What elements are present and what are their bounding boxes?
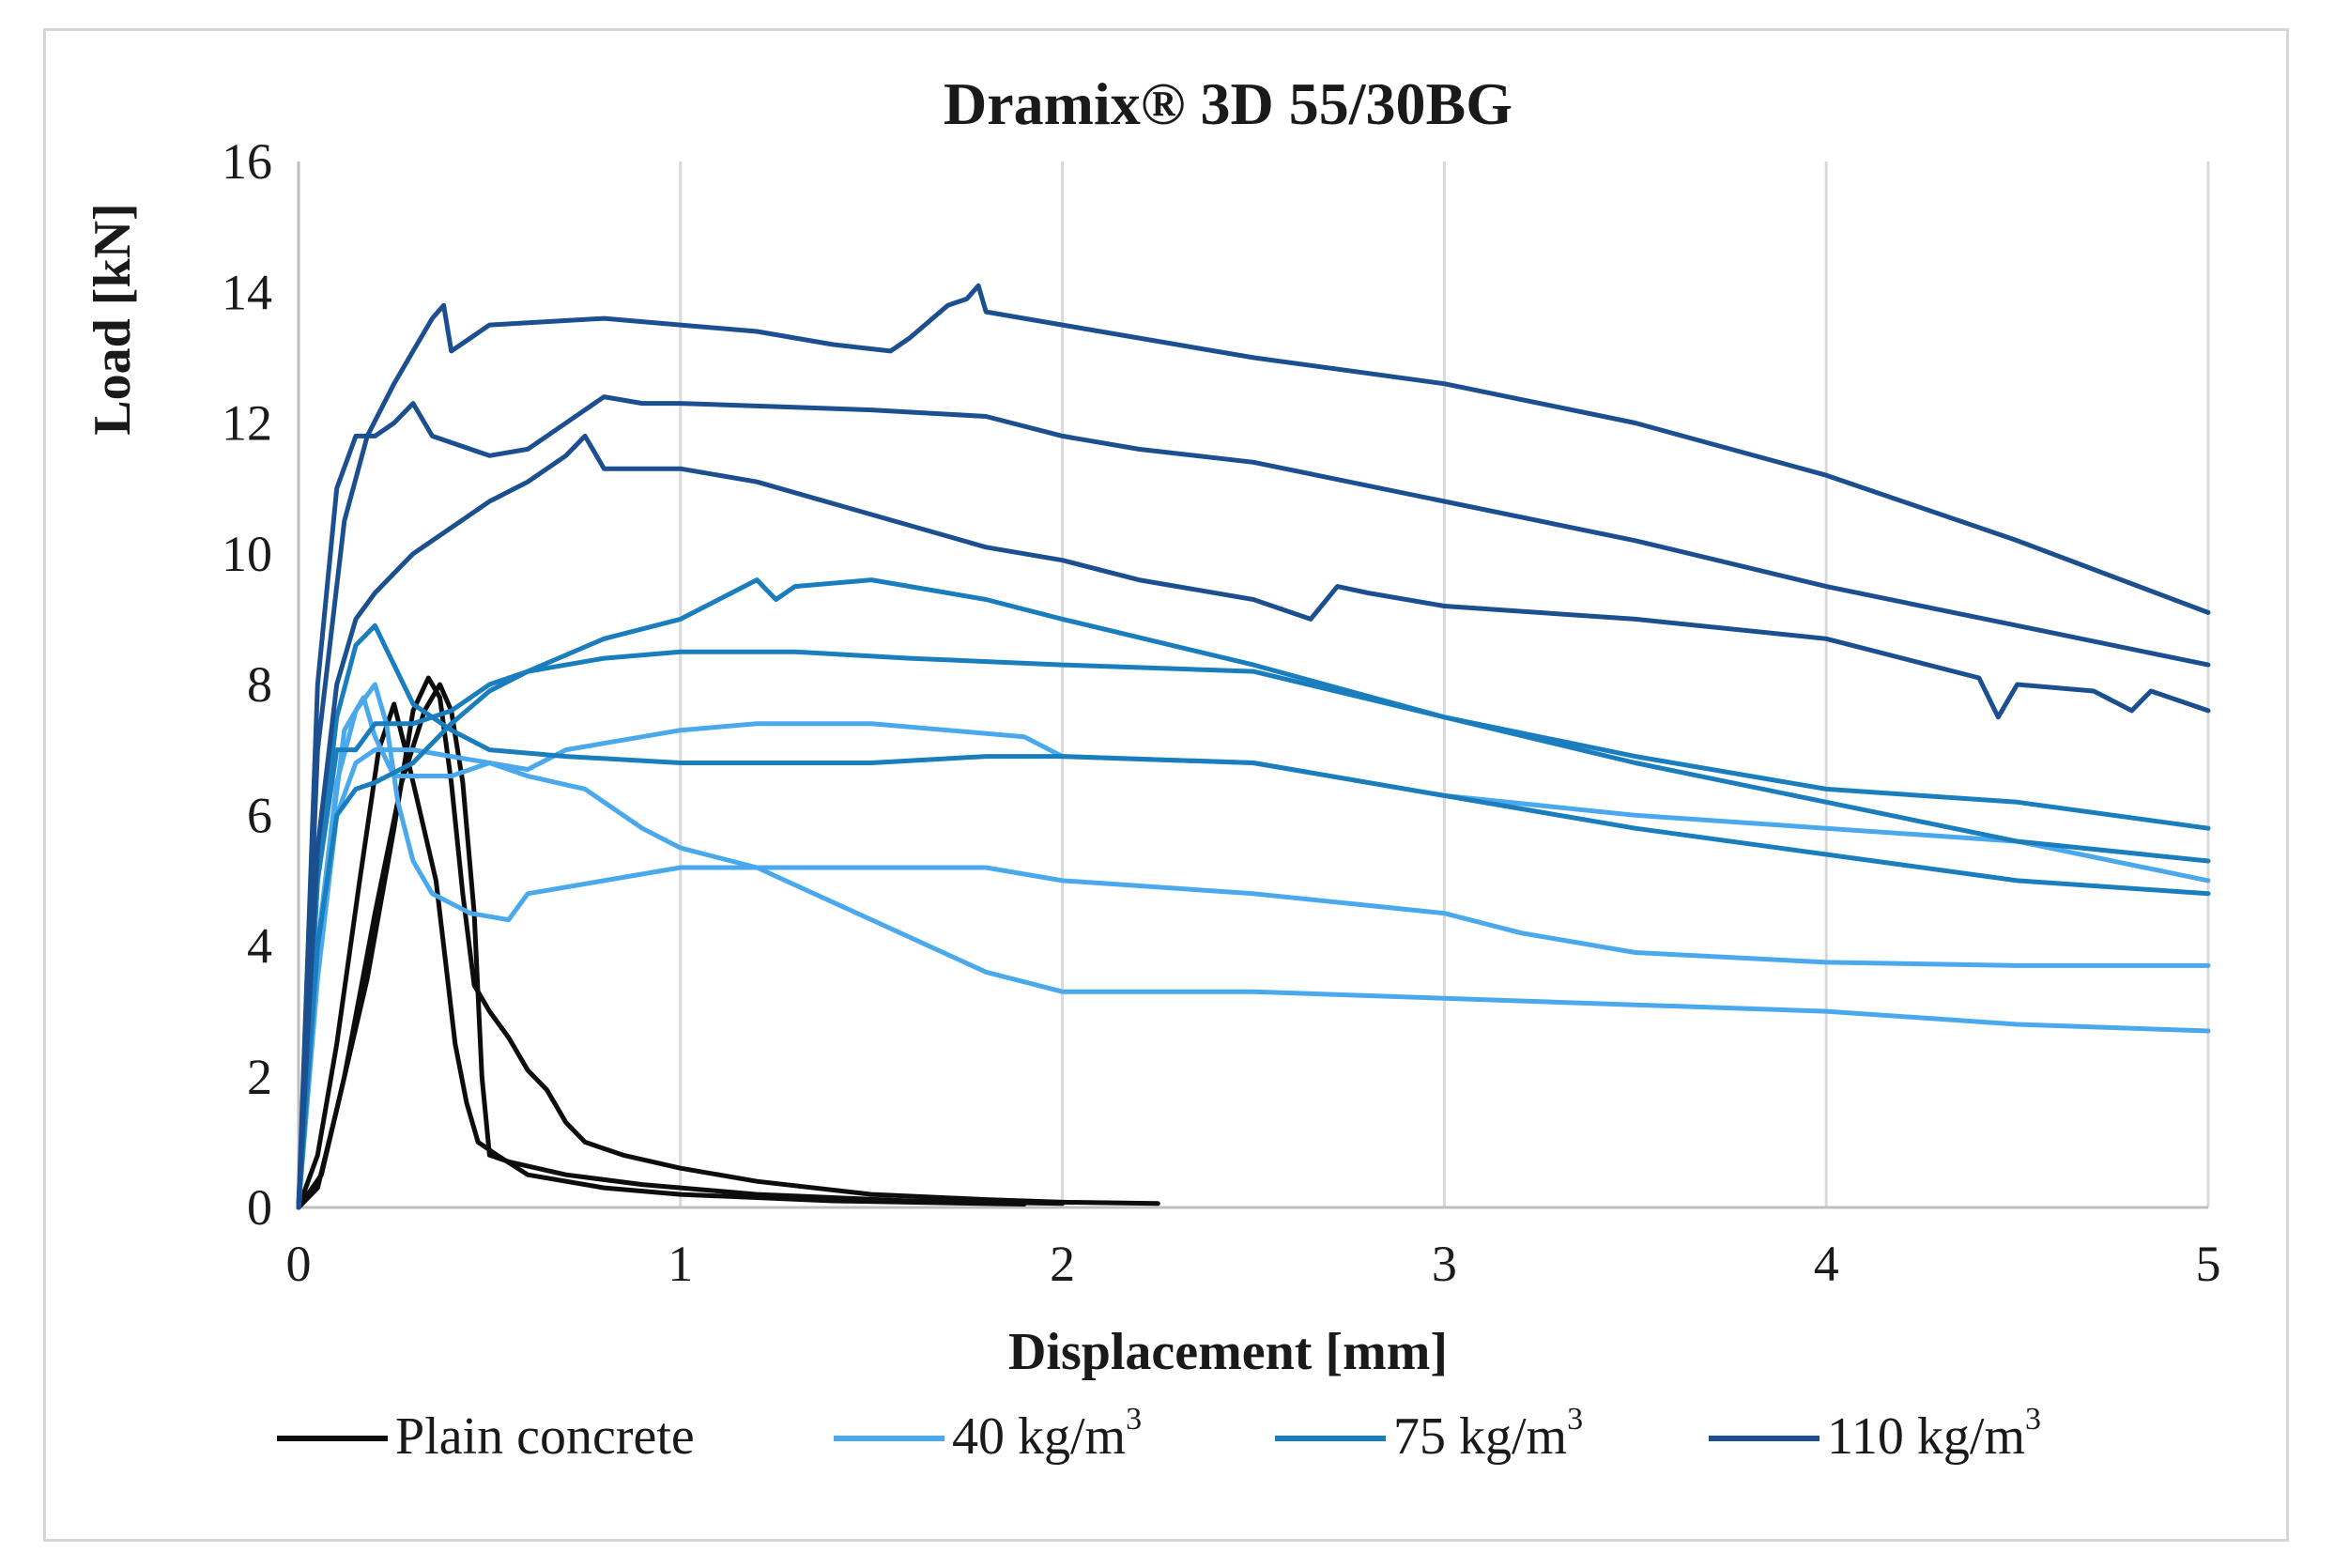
y-axis-title: Load [kN] [84, 203, 142, 435]
legend-label: 110 kg/m3 [1827, 1402, 2041, 1466]
x-axis-title: Displacement [mm] [1008, 1323, 1448, 1381]
y-tick-label: 16 [222, 133, 272, 190]
chart-title: Dramix® 3D 55/30BG [944, 70, 1512, 137]
chart-frame [43, 28, 2289, 1542]
y-tick-labels: 0 2 4 6 8 10 12 14 16 [222, 133, 272, 1236]
y-tick-label: 14 [222, 264, 272, 320]
x-tick-label: 5 [2196, 1236, 2221, 1292]
series-line [296, 394, 2211, 1210]
legend-label: 40 kg/m3 [952, 1402, 1142, 1466]
y-tick-label: 2 [247, 1049, 272, 1105]
x-tick-labels: 0 1 2 3 4 5 [286, 1236, 2221, 1292]
axes [297, 161, 2208, 1209]
x-tick-label: 2 [1050, 1236, 1075, 1292]
legend-unit-sup: 3 [1126, 1402, 1142, 1437]
series-line [296, 682, 2211, 1210]
series-line [296, 577, 2211, 1210]
series-line [296, 701, 1027, 1210]
legend: Plain concrete 40 kg/m3 75 kg/m3 110 kg/m3 [277, 1402, 2041, 1466]
y-tick-label: 0 [247, 1179, 272, 1236]
x-tick-label: 4 [1814, 1236, 1839, 1292]
y-tick-label: 8 [247, 656, 272, 713]
legend-unit-sup: 3 [1567, 1402, 1583, 1437]
y-tick-label: 12 [222, 395, 272, 452]
series-lines [296, 283, 2211, 1210]
series-line [296, 721, 2211, 1210]
series-line [296, 623, 2211, 1210]
y-tick-label: 6 [247, 787, 272, 843]
y-tick-label: 4 [247, 918, 272, 975]
series-line [296, 283, 2211, 1210]
series-line [296, 695, 2211, 1210]
legend-unit-sup: 3 [2025, 1402, 2041, 1437]
series-line [296, 649, 2211, 1210]
series-line [296, 433, 2211, 1210]
legend-label: 75 kg/m3 [1393, 1402, 1583, 1466]
series-line [296, 682, 1066, 1210]
x-tick-label: 3 [1432, 1236, 1457, 1292]
x-tick-label: 0 [286, 1236, 312, 1292]
legend-label: Plain concrete [395, 1407, 695, 1466]
x-tick-label: 1 [668, 1236, 693, 1292]
y-tick-label: 10 [222, 526, 272, 582]
